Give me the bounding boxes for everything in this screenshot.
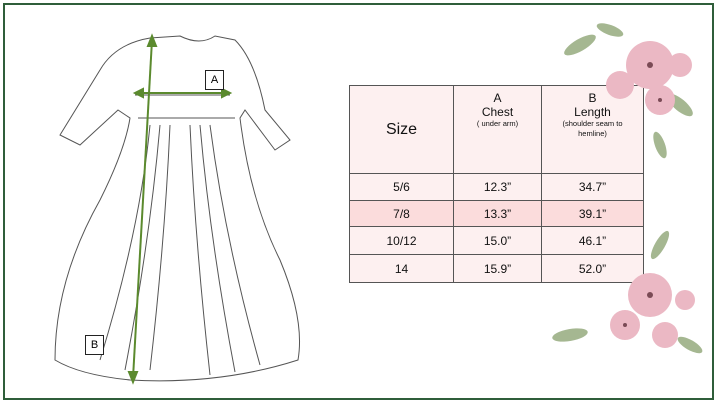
cell-chest: 15.9” [453, 254, 542, 283]
cell-length: 52.0” [541, 254, 644, 283]
header-length: B Length (shoulder seam to hemline) [541, 85, 644, 174]
table-row: 10/12 15.0” 46.1” [349, 226, 644, 255]
header-chest-title: Chest [481, 105, 514, 119]
header-length-letter: B [588, 91, 597, 105]
table-row: 5/6 12.3” 34.7” [349, 173, 644, 201]
header-length-title: Length [574, 105, 611, 119]
table-row: 14 15.9” 52.0” [349, 254, 644, 283]
header-chest-letter: A [493, 91, 502, 105]
floral-decoration-top [564, 23, 693, 159]
floral-decoration-bottom [552, 230, 703, 354]
cell-chest: 15.0” [453, 226, 542, 255]
label-a: A [205, 70, 224, 90]
length-measure-line [132, 39, 153, 379]
cell-length: 46.1” [541, 226, 644, 255]
cell-size: 5/6 [349, 173, 454, 201]
page-frame [3, 3, 714, 400]
cell-size: 14 [349, 254, 454, 283]
cell-chest: 12.3” [453, 173, 542, 201]
cell-size: 7/8 [349, 200, 454, 227]
table-row: 7/8 13.3” 39.1” [349, 200, 644, 227]
label-b: B [85, 335, 104, 355]
table-header-row: Size A Chest ( under arm) B Length (shou… [349, 85, 644, 174]
header-chest-sub: ( under arm) [476, 119, 519, 128]
header-chest: A Chest ( under arm) [453, 85, 542, 174]
cell-size: 10/12 [349, 226, 454, 255]
cell-chest: 13.3” [453, 200, 542, 227]
header-size: Size [349, 85, 454, 174]
header-length-sub: (shoulder seam to hemline) [562, 119, 623, 138]
cell-length: 39.1” [541, 200, 644, 227]
cell-length: 34.7” [541, 173, 644, 201]
size-chart-table: Size A Chest ( under arm) B Length (shou… [349, 85, 644, 283]
